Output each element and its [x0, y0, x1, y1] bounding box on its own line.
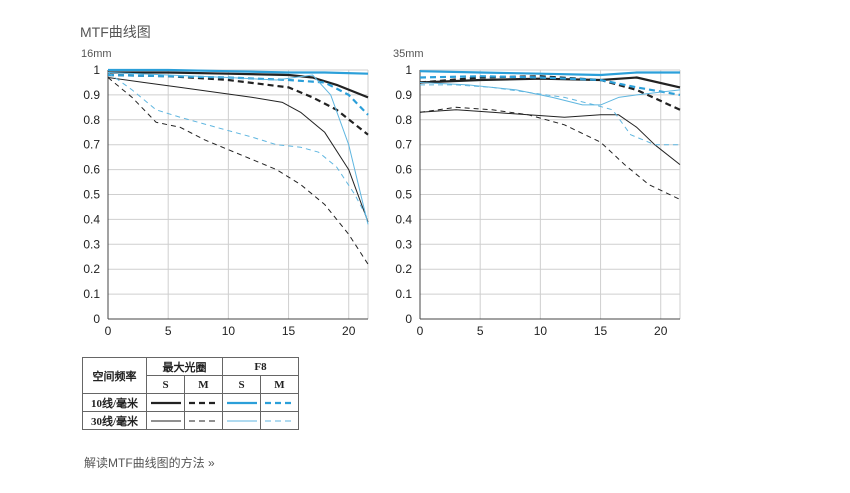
- legend-swatch-black-thin-solid: [146, 411, 185, 430]
- series-blue-thin-dash: [420, 84, 680, 146]
- y-tick-label: 1: [405, 63, 412, 77]
- series-blue-thin-solid: [107, 72, 369, 225]
- x-tick-label: 5: [477, 324, 484, 338]
- y-tick-label: 0.7: [83, 138, 100, 152]
- legend-sub-s: S: [222, 375, 261, 394]
- series-blue-bold-solid: [419, 70, 680, 77]
- chart-svg: 00.10.20.30.40.50.60.70.80.910 5 10 15 20: [395, 63, 681, 338]
- mtf-chart-35mm: 35mm 0 0.1 0.2 0.3 0.4 0.5 0.6 0.7 0.8 0.9 1 0 5 10 15…: [392, 48, 692, 338]
- y-tick-label: 0.2: [83, 262, 100, 276]
- y-tick-label: 0.8: [83, 113, 100, 127]
- page-title: MTF曲线图: [80, 24, 151, 40]
- legend-swatch-blue-thin-dash: [260, 411, 299, 430]
- legend-header-f8: F8: [222, 357, 299, 376]
- y-tick-label: 0.3: [395, 237, 412, 251]
- legend-header-max-aperture: 最大光圈: [146, 357, 223, 376]
- y-tick-label: 0.9: [83, 88, 100, 102]
- x-tick-label: 15: [282, 324, 296, 338]
- y-tick-label: 0.1: [395, 287, 412, 301]
- chart-svg: 00.10.20.30.40.50.60.70.80.910 5 10 15 20: [83, 63, 369, 338]
- x-tick-label: 20: [654, 324, 668, 338]
- x-tick-label: 15: [594, 324, 608, 338]
- series-black-thin-solid: [107, 77, 369, 223]
- series-black-thin-solid: [419, 109, 681, 165]
- focal-length-label: 16mm: [81, 48, 112, 60]
- y-tick-label: 0.5: [83, 188, 100, 202]
- y-tick-label: 0.3: [83, 237, 100, 251]
- how-to-read-mtf-link[interactable]: 解读MTF曲线图的方法 »: [84, 456, 215, 470]
- focal-length-label: 35mm: [393, 48, 424, 60]
- legend-swatch-blue-bold-dash: [260, 393, 299, 412]
- x-tick-label: 10: [222, 324, 236, 338]
- y-tick-label: 0.7: [395, 138, 412, 152]
- legend-header-frequency: 空间频率: [82, 357, 147, 394]
- y-tick-label: 0.2: [395, 262, 412, 276]
- series-black-thin-dash: [419, 106, 681, 200]
- y-tick-label: 1: [93, 63, 100, 77]
- y-tick-label: 0.6: [83, 163, 100, 177]
- legend-table: 空间频率 最大光圈 F8 S M S M 10线/毫米 30线/毫米: [82, 357, 299, 430]
- series-blue-bold-solid: [108, 68, 369, 75]
- legend-swatch-black-thin-dash: [184, 411, 223, 430]
- legend-sub-m: M: [260, 375, 299, 394]
- y-tick-label: 0.6: [395, 163, 412, 177]
- series-blue-bold-dash: [419, 75, 681, 96]
- series-blue-thin-dash: [107, 72, 369, 220]
- y-tick-label: 0.4: [83, 212, 100, 226]
- series-blue-bold-dash: [107, 73, 369, 116]
- mtf-chart-16mm: 16mm 0 0.1 0.2 0.3 0.4 0.5 0.6 0.7 0.8 0.9 1 0 5 10 15…: [80, 48, 380, 338]
- legend-row-label: 10线/毫米: [82, 393, 147, 412]
- x-tick-label: 0: [105, 324, 112, 338]
- legend-sub-s: S: [146, 375, 185, 394]
- x-tick-label: 5: [165, 324, 172, 338]
- legend-swatch-black-bold-solid: [146, 393, 185, 412]
- legend-swatch-black-bold-dash: [184, 393, 223, 412]
- y-tick-label: 0.1: [83, 287, 100, 301]
- x-tick-label: 0: [417, 324, 424, 338]
- y-tick-label: 0: [93, 312, 100, 326]
- y-tick-label: 0.4: [395, 212, 412, 226]
- series-black-bold-solid: [108, 71, 369, 99]
- legend-row-label: 30线/毫米: [82, 411, 147, 430]
- series-black-thin-dash: [107, 77, 369, 265]
- y-tick-label: 0.5: [395, 188, 412, 202]
- legend-swatch-blue-thin-solid: [222, 411, 261, 430]
- y-tick-label: 0.8: [395, 113, 412, 127]
- legend-sub-m: M: [184, 375, 223, 394]
- legend-swatch-blue-bold-solid: [222, 393, 261, 412]
- series-blue-thin-solid: [419, 82, 681, 106]
- y-tick-label: 0.9: [395, 88, 412, 102]
- y-tick-label: 0: [405, 312, 412, 326]
- x-tick-label: 10: [534, 324, 548, 338]
- x-tick-label: 20: [342, 324, 356, 338]
